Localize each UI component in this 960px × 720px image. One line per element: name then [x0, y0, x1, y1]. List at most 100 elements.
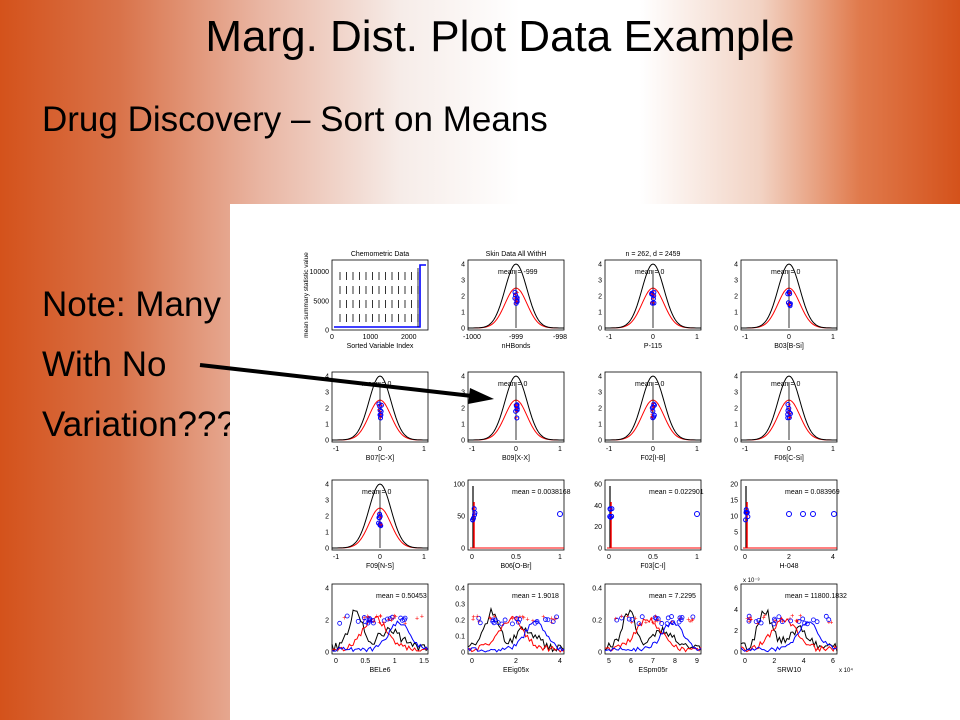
panel-xtick: 0 — [334, 658, 338, 665]
panel-ytick: 4 — [734, 262, 738, 269]
panel-data-marker: + — [516, 290, 520, 296]
panel-xtick: -1 — [606, 334, 612, 341]
panel-data-point — [786, 405, 792, 411]
panel-ytick: 0.2 — [455, 618, 465, 625]
panel-data-point — [626, 616, 632, 622]
panel-density-curve — [604, 609, 702, 651]
panel-ytick: 1 — [734, 310, 738, 317]
panel-xlabel: B09[X-X] — [502, 455, 530, 462]
panel-xlabel: B07[C-X] — [366, 455, 394, 462]
panel-ytick: 0 — [461, 438, 465, 445]
panel-data-marker: + — [644, 620, 648, 627]
panel-xtick: 0 — [607, 554, 611, 561]
panel-frame — [604, 479, 702, 551]
panel-xtick: 4 — [558, 658, 562, 665]
panel-mean-label: mean = -999 — [498, 269, 538, 276]
panel-data-marker: + — [375, 613, 379, 620]
panel-data-marker: + — [787, 403, 791, 409]
panel-data-marker: + — [691, 616, 695, 623]
panel-xtick: 0 — [743, 658, 747, 665]
panel-data-point — [607, 506, 613, 512]
panel-xlabel: nHBonds — [502, 343, 531, 350]
panel-ytick: 0.2 — [592, 618, 602, 625]
panel-data-point — [743, 517, 749, 523]
panel-density-curve — [468, 263, 564, 329]
panel-data-marker: + — [522, 615, 526, 622]
panel-data-marker: + — [798, 613, 802, 620]
panel-mean-label: mean = 0 — [771, 269, 800, 276]
panel-5: ++++++++ — [467, 371, 565, 443]
panel-ytick: 3 — [598, 278, 602, 285]
panel-data-point — [679, 615, 685, 620]
panel-data-point — [786, 415, 792, 421]
panel-xtick: 0 — [378, 554, 382, 561]
panel-data-marker: + — [525, 616, 529, 623]
panel-data-point — [512, 292, 518, 298]
panel-ytick: 3 — [734, 278, 738, 285]
panel-data-marker: + — [829, 620, 833, 627]
panel-data-marker: + — [475, 614, 479, 621]
panel-data-point — [776, 614, 782, 620]
panel-density-curve — [740, 608, 838, 652]
panel-xtick: -1 — [742, 334, 748, 341]
panel-mean-label: mean = 0.50453 — [376, 593, 427, 600]
panel-ytick: 4 — [325, 586, 329, 593]
panel-data-point — [495, 620, 501, 625]
panel-6: ++++++++ — [604, 371, 702, 443]
panel-data-point — [361, 615, 367, 620]
panel-xtick: 1 — [558, 446, 562, 453]
panel-ytick: 0.4 — [455, 586, 465, 593]
summary-panel-xtick: 0 — [330, 334, 334, 341]
panel-data-marker: + — [653, 294, 657, 300]
panel-data-point — [670, 620, 676, 626]
panel-blue-curve — [331, 620, 429, 653]
panel-data-marker: + — [477, 618, 481, 625]
panel-data-marker: + — [756, 621, 760, 628]
panel-data-marker: + — [762, 615, 766, 622]
marginal-distribution-figure: Chemometric Data Sorted Variable Index mea… — [230, 204, 960, 720]
panel-data-marker: + — [827, 619, 831, 626]
panel-ytick: 1 — [325, 530, 329, 537]
panel-xtick: 1 — [422, 446, 426, 453]
panel-density-curve — [741, 375, 837, 441]
panel-ytick: 0 — [325, 650, 329, 657]
panel-data-point — [609, 513, 615, 519]
panel-data-point — [787, 301, 793, 307]
panel-x-exponent: x 10⁴ — [839, 667, 853, 674]
panel-xtick: 1.5 — [419, 658, 429, 665]
panel-11 — [740, 479, 838, 551]
summary-panel-ylabel: mean summary statistic value — [303, 252, 310, 338]
panel-xtick: 5 — [607, 658, 611, 665]
panel-data-point — [476, 615, 482, 621]
panel-data-marker: + — [514, 299, 518, 305]
panel-data-marker: + — [493, 613, 497, 620]
panel-data-marker: + — [379, 614, 383, 621]
panel-xtick: 4 — [831, 554, 835, 561]
panel-data-marker: + — [380, 523, 384, 529]
panel-data-marker: + — [748, 617, 752, 624]
panel-data-point — [796, 619, 802, 624]
panel-ytick: 4 — [598, 262, 602, 269]
panel-xtick: 0.5 — [648, 554, 658, 561]
panel-ytick: 0 — [461, 650, 465, 657]
panel-xtick: 2 — [772, 658, 776, 665]
panel-data-point — [804, 621, 810, 627]
panel-ytick: 2 — [598, 294, 602, 301]
slide-title: Marg. Dist. Plot Data Example — [205, 12, 795, 61]
panel-ytick: 1 — [598, 310, 602, 317]
panel-12: ++ +++++ + ++++ + +++++ + — [331, 583, 429, 655]
panel-mean-label: mean = 0 — [771, 381, 800, 388]
panel-ytick: 3 — [598, 390, 602, 397]
panel-ytick: 0 — [598, 546, 602, 553]
panel-data-marker: + — [415, 616, 419, 623]
panel-mean-label: mean = 0 — [635, 381, 664, 388]
slide-subtitle: Drug Discovery – Sort on Means — [42, 100, 548, 139]
panel-data-marker: + — [634, 616, 638, 623]
panel-data-point — [746, 613, 752, 619]
panel-xtick: -999 — [509, 334, 523, 341]
panel-data-point — [779, 619, 785, 625]
panel-data-marker: + — [630, 619, 634, 626]
panel-data-point — [787, 302, 793, 308]
panel-data-marker: + — [654, 619, 658, 626]
summary-panel-ytick: 0 — [325, 328, 329, 335]
